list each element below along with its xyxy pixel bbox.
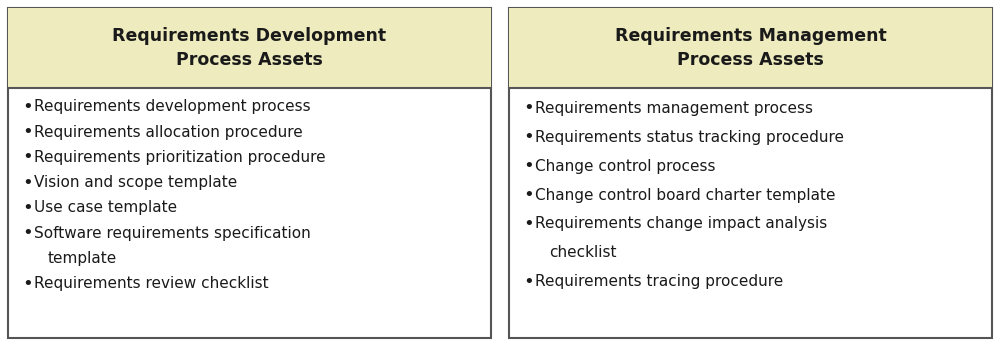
FancyBboxPatch shape <box>8 8 491 88</box>
Text: template: template <box>48 251 117 266</box>
Text: •: • <box>523 157 534 175</box>
Text: Software requirements specification: Software requirements specification <box>34 226 311 241</box>
Text: Requirements status tracking procedure: Requirements status tracking procedure <box>535 130 844 145</box>
Text: •: • <box>22 199 33 217</box>
Text: •: • <box>523 128 534 146</box>
Text: Requirements allocation procedure: Requirements allocation procedure <box>34 125 303 140</box>
Text: Requirements prioritization procedure: Requirements prioritization procedure <box>34 150 326 165</box>
Text: •: • <box>22 224 33 242</box>
Text: •: • <box>523 186 534 204</box>
Text: Requirements review checklist: Requirements review checklist <box>34 276 269 291</box>
Text: Requirements change impact analysis: Requirements change impact analysis <box>535 217 827 231</box>
Text: •: • <box>22 275 33 293</box>
Text: •: • <box>22 174 33 192</box>
Text: checklist: checklist <box>549 245 616 261</box>
Text: •: • <box>22 123 33 141</box>
Text: •: • <box>22 98 33 116</box>
Text: Vision and scope template: Vision and scope template <box>34 175 237 190</box>
Text: Change control board charter template: Change control board charter template <box>535 188 836 202</box>
Text: Requirements development process: Requirements development process <box>34 99 311 114</box>
Text: •: • <box>523 99 534 117</box>
Text: •: • <box>523 273 534 291</box>
Text: •: • <box>523 215 534 233</box>
FancyBboxPatch shape <box>8 8 491 338</box>
FancyBboxPatch shape <box>509 8 992 338</box>
Text: Requirements Development
Process Assets: Requirements Development Process Assets <box>112 27 387 69</box>
Text: •: • <box>22 148 33 166</box>
Text: Use case template: Use case template <box>34 200 177 216</box>
Text: Requirements tracing procedure: Requirements tracing procedure <box>535 274 783 289</box>
Text: Requirements Management
Process Assets: Requirements Management Process Assets <box>615 27 886 69</box>
FancyBboxPatch shape <box>509 8 992 88</box>
Text: Requirements management process: Requirements management process <box>535 101 813 116</box>
Text: Change control process: Change control process <box>535 158 716 174</box>
